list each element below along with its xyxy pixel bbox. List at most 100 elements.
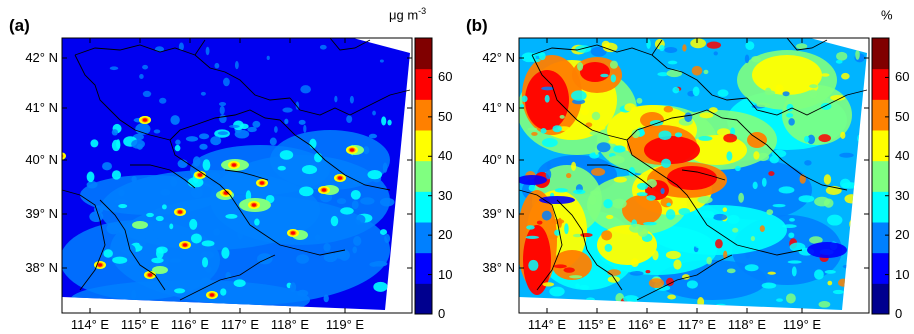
field-blob — [382, 162, 388, 173]
colorbar-tick-label: 0 — [895, 306, 903, 321]
field-blob — [841, 72, 850, 80]
field-blob — [596, 142, 611, 153]
field-blob — [103, 249, 113, 258]
field-blob — [636, 97, 643, 104]
field-blob — [314, 234, 321, 241]
field-blob — [373, 281, 388, 292]
field-blob — [657, 72, 669, 77]
field-blob — [284, 118, 289, 125]
field-blob — [367, 169, 383, 180]
field-blob — [252, 120, 261, 128]
field-blob — [579, 285, 590, 290]
field-blob — [672, 86, 680, 94]
field-blob — [223, 77, 230, 87]
field-blob — [111, 129, 118, 136]
field-blob — [234, 60, 239, 70]
field-blob — [607, 269, 621, 276]
field-blob — [607, 276, 620, 283]
field-blob — [712, 213, 728, 221]
field-blob — [234, 217, 240, 224]
field-blob — [723, 250, 728, 259]
field-blob — [174, 288, 186, 294]
field-blob — [185, 136, 199, 142]
field-blob — [840, 131, 846, 139]
boundary-line — [706, 224, 803, 256]
field-blob — [192, 156, 201, 167]
field-blob — [541, 86, 555, 91]
field-blob — [836, 51, 848, 61]
field-blob — [118, 204, 128, 209]
boundary-line — [99, 199, 166, 291]
field-blob — [277, 165, 286, 171]
field-blob — [175, 139, 181, 145]
field-blob — [298, 119, 306, 125]
boundary-line — [169, 109, 281, 141]
field-blob — [552, 125, 562, 133]
field-blob — [334, 250, 347, 259]
lat-tick-label: 41° N — [482, 100, 515, 115]
colorbar-swatch — [415, 191, 432, 223]
lon-tick-label: 117° E — [677, 317, 717, 332]
field-blob — [750, 236, 756, 242]
field-blob — [210, 293, 214, 297]
field-blob — [624, 103, 636, 112]
field-blob — [726, 151, 733, 161]
field-blob — [260, 181, 264, 185]
field-blob — [266, 55, 270, 60]
field-blob — [554, 188, 568, 193]
field-blob — [652, 250, 659, 261]
field-blob — [379, 197, 395, 207]
boundary-line — [786, 37, 828, 51]
colorbar-tick-label: 20 — [438, 227, 453, 243]
field-blob — [353, 179, 360, 185]
boundary-line — [279, 119, 391, 191]
field-blob — [759, 225, 765, 233]
field-blob — [527, 127, 538, 131]
field-blob — [571, 161, 577, 171]
field-blob — [835, 59, 843, 64]
field-blob — [661, 158, 671, 168]
boundary-line — [179, 254, 276, 301]
field-blob — [667, 166, 717, 190]
field-blob — [205, 46, 210, 56]
field-blob — [663, 105, 674, 113]
lat-tick-label: 39° N — [25, 206, 58, 221]
field-blob — [664, 47, 678, 53]
field-blob — [820, 102, 832, 110]
colorbar-swatch — [872, 252, 889, 284]
colorbar-frame — [871, 37, 890, 315]
field-blob — [771, 149, 787, 158]
field-blob — [247, 126, 257, 133]
field-blob — [787, 260, 802, 264]
map-frame — [518, 37, 870, 314]
field-blob — [659, 44, 665, 52]
lon-tick-label: 116° E — [170, 317, 210, 332]
boundary-line — [587, 164, 653, 189]
field-blob — [546, 161, 551, 170]
field-blob — [637, 226, 649, 237]
field-blob — [219, 114, 227, 124]
field-blob — [254, 218, 260, 226]
field-blob — [585, 122, 593, 128]
field-blob — [234, 198, 239, 208]
field-blob — [202, 159, 211, 171]
field-blob — [761, 282, 777, 289]
field-blob — [330, 215, 339, 227]
colorbar-tick-label: 50 — [895, 108, 910, 124]
field-blob — [678, 207, 691, 216]
field-blob — [314, 152, 323, 163]
field-blob — [637, 182, 649, 190]
field-blob — [214, 62, 220, 69]
field-blob — [732, 227, 739, 233]
field-blob — [695, 243, 711, 249]
colorbar-swatch — [872, 99, 889, 131]
field-blob — [319, 44, 327, 50]
field-blob — [86, 180, 98, 189]
field-blob — [809, 84, 818, 89]
field-blob — [334, 95, 338, 103]
field-blob — [372, 260, 388, 267]
percentage-map — [518, 37, 870, 314]
field-blob — [169, 258, 182, 263]
field-blob — [645, 270, 651, 274]
colorbar-tick-label: 0 — [438, 306, 446, 321]
